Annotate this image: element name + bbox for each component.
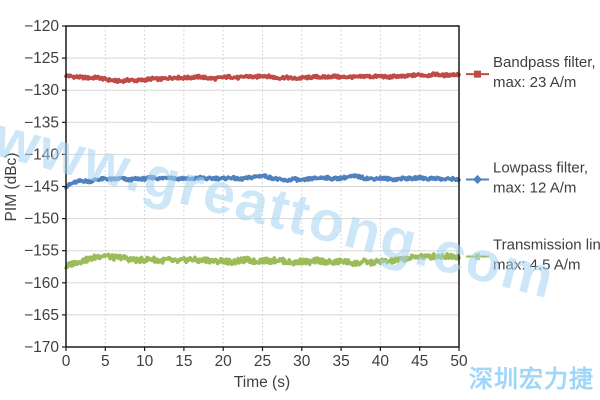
y-tick-label: −135 <box>24 114 59 131</box>
series-line <box>64 173 461 190</box>
x-tick-label: 25 <box>254 353 271 370</box>
legend-marker-square <box>474 70 481 78</box>
x-axis-title: Time (s) <box>234 374 290 391</box>
x-tick-label: 45 <box>411 353 428 370</box>
x-tick-label: 35 <box>332 353 349 370</box>
x-tick-label: 10 <box>136 353 154 370</box>
y-tick-label: −155 <box>24 243 59 260</box>
x-tick-label: 0 <box>62 353 71 370</box>
x-tick-label: 5 <box>101 353 110 370</box>
legend-label: Transmission line, <box>493 236 600 253</box>
y-tick-label: −120 <box>24 18 59 35</box>
y-tick-label: −170 <box>24 339 59 356</box>
legend-label: Lowpass filter, <box>493 159 588 176</box>
legend-label: max: 12 A/m <box>493 179 576 196</box>
legend-item: Bandpass filter, max: 23 A/m <box>466 54 596 91</box>
legend-marker-diamond <box>472 174 483 184</box>
x-tick-label: 50 <box>450 353 468 370</box>
legend-marker-star <box>474 252 481 261</box>
x-tick-label: 15 <box>175 353 192 370</box>
y-tick-label: −145 <box>24 179 59 196</box>
legend-label: max: 4.5 A/m <box>493 256 581 273</box>
y-axis-title: PIM (dBc) <box>3 153 20 222</box>
series-layer <box>64 71 461 270</box>
y-tick-label: −150 <box>24 211 59 228</box>
axis-layer: 0 5 10 15 20 25 30 35 40 45 50 −120 −125 −130 −135 −140… <box>24 18 468 370</box>
y-tick-label: −160 <box>24 275 59 292</box>
x-tick-label: 30 <box>293 353 311 370</box>
y-tick-label: −125 <box>24 50 59 67</box>
series-line <box>64 71 461 84</box>
y-tick-label: −140 <box>24 146 59 163</box>
y-tick-label: −130 <box>24 82 59 99</box>
legend-item: Transmission line, max: 4.5 A/m <box>466 236 600 273</box>
series-line <box>64 252 461 270</box>
legend-label: Bandpass filter, <box>493 54 596 71</box>
x-tick-label: 20 <box>215 353 233 370</box>
x-tick-label: 40 <box>372 353 390 370</box>
legend-item: Lowpass filter, max: 12 A/m <box>466 159 588 196</box>
legend: Bandpass filter, max: 23 A/m Lowpass filte… <box>466 54 600 273</box>
y-tick-label: −165 <box>24 307 59 324</box>
legend-label: max: 23 A/m <box>493 74 576 91</box>
